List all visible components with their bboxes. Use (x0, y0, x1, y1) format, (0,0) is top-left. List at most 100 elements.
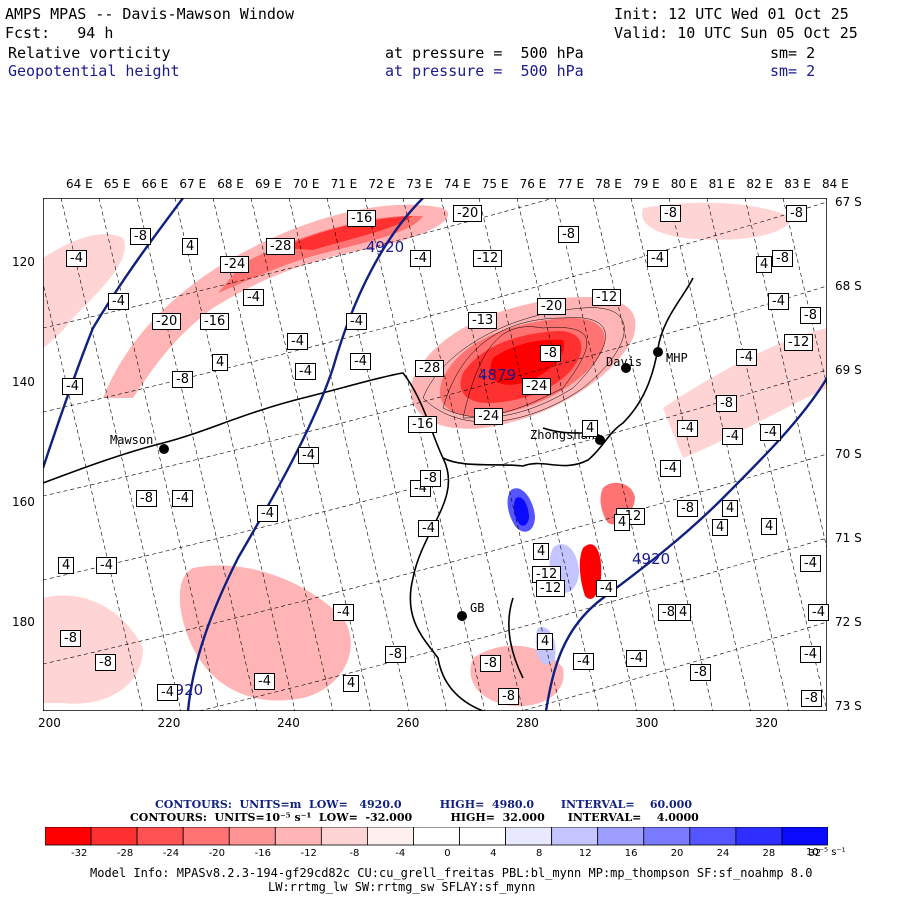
longitude-label: 67 E (179, 177, 207, 191)
x-tick-label: 300 (635, 716, 659, 730)
x-tick-label: 200 (38, 716, 61, 730)
vorticity-box-label: -28 (266, 238, 296, 255)
vorticity-box-label: 4 (58, 557, 75, 574)
vorticity-box-label: -4 (660, 460, 681, 477)
vorticity-box-label: -4 (418, 520, 439, 537)
vorticity-box-label: -4 (677, 420, 698, 437)
vorticity-box-label: -4 (157, 684, 178, 701)
vorticity-box-label: -4 (295, 363, 316, 380)
latitude-label: 68 S (835, 279, 862, 293)
colorbar-swatch (367, 827, 414, 846)
geopotential-height-contours (43, 198, 827, 711)
vorticity-box-label: 4 (343, 675, 360, 692)
vorticity-contour-info: CONTOURS: UNITS=10⁻⁵ s⁻¹ LOW= -32.000 HI… (130, 811, 699, 824)
colorbar-swatch (735, 827, 783, 846)
vorticity-box-label: -16 (347, 210, 377, 227)
vorticity-box-label: -12 (473, 250, 503, 267)
vorticity-box-label: -8 (558, 226, 579, 243)
vorticity-box-label: -8 (60, 630, 81, 647)
x-tick-label: 260 (396, 716, 420, 730)
y-tick-label: 140 (12, 375, 35, 389)
vorticity-box-label: -8 (660, 205, 681, 222)
colorbar-swatch (505, 827, 553, 846)
vorticity-box-label: -4 (243, 289, 264, 306)
longitude-label: 81 E (708, 177, 736, 191)
vorticity-box-label: -8 (420, 470, 441, 487)
vorticity-box-label: -8 (800, 307, 821, 324)
vorticity-box-label: -4 (768, 293, 789, 310)
vorticity-box-label: -8 (772, 250, 793, 267)
vorticity-box-label: -4 (800, 646, 821, 663)
vorticity-box-label: -4 (108, 293, 129, 310)
model-info-line1: Model Info: MPASv8.2.3-194-gf29cd82c CU:… (90, 866, 813, 880)
plot-title: AMPS MPAS -- Davis-Mawson Window (5, 5, 294, 23)
x-tick-label: 220 (157, 716, 181, 730)
colorbar-swatch (320, 827, 368, 846)
vorticity-box-label: -4 (410, 250, 431, 267)
colorbar-tick-label: -24 (162, 848, 180, 859)
height-label: 4879 (478, 366, 517, 384)
station-label-mhp: MHP (666, 351, 688, 365)
vorticity-box-label: -4 (573, 653, 594, 670)
vorticity-box-label: -4 (808, 604, 829, 621)
vorticity-box-label: -8 (95, 654, 116, 671)
longitude-label: 77 E (557, 177, 585, 191)
vorticity-box-label: -8 (690, 664, 711, 681)
longitude-label: 68 E (217, 177, 244, 191)
height-contour-info: CONTOURS: UNITS=m LOW= 4920.0 HIGH= 4980… (155, 798, 692, 811)
vorticity-box-label: -16 (408, 416, 438, 433)
height-label: 4920 (366, 238, 405, 256)
colorbar-swatch (781, 827, 828, 846)
vorticity-box-label: -8 (136, 490, 157, 507)
longitude-label: 83 E (784, 177, 811, 191)
colorbar-swatch (228, 827, 276, 846)
longitude-label: 75 E (481, 177, 509, 191)
field2-smoothing: sm= 2 (770, 62, 816, 80)
vorticity-box-label: -8 (130, 228, 151, 245)
vorticity-box-label: -12 (536, 580, 566, 597)
vorticity-box-label: -8 (716, 395, 737, 412)
colorbar-swatch (413, 827, 460, 846)
x-tick-label: 240 (277, 716, 300, 730)
vorticity-box-label: -20 (537, 298, 567, 315)
vorticity-box-label: -4 (647, 250, 668, 267)
longitude-label: 80 E (670, 177, 698, 191)
longitude-label: 73 E (406, 177, 433, 191)
longitude-label: 69 E (255, 177, 282, 191)
model-info-line2: LW:rrtmg_lw SW:rrtmg_sw SFLAY:sf_mynn (268, 880, 536, 894)
colorbar-swatch (274, 827, 322, 846)
colorbar-tick-label: 4 (490, 848, 497, 859)
longitude-label: 65 E (103, 177, 131, 191)
station-label-zhongshan: Zhongshan (530, 428, 596, 442)
vorticity-box-label: 4 (722, 500, 739, 517)
longitude-label: 74 E (444, 177, 471, 191)
vorticity-box-label: -4 (254, 673, 275, 690)
latitude-label: 70 S (835, 447, 862, 461)
vorticity-box-label: -4 (800, 555, 821, 572)
longitude-label: 71 E (330, 177, 358, 191)
vorticity-box-label: -4 (333, 604, 354, 621)
x-tick-label: 320 (755, 716, 778, 730)
colorbar-swatch (643, 827, 691, 846)
valid-time: Valid: 10 UTC Sun 05 Oct 25 (614, 24, 858, 42)
vorticity-map (43, 198, 827, 711)
colorbar-tick-label: 12 (578, 848, 592, 859)
colorbar-tick-label: -32 (71, 848, 88, 859)
field2-name: Geopotential height (8, 62, 180, 80)
colorbar (45, 827, 828, 846)
colorbar-tick-label: -4 (395, 848, 406, 859)
vorticity-box-label: -4 (298, 447, 319, 464)
x-tick-label: 280 (516, 716, 539, 730)
longitude-label: 79 E (633, 177, 660, 191)
init-time: Init: 12 UTC Wed 01 Oct 25 (614, 5, 849, 23)
vorticity-box-label: -16 (200, 313, 230, 330)
longitude-label: 82 E (746, 177, 774, 191)
station-label-mawson: Mawson (110, 433, 154, 447)
vorticity-box-label: -4 (66, 250, 87, 267)
colorbar-tick-label: 20 (670, 848, 684, 859)
colorbar-tick-label: -8 (349, 848, 360, 859)
vorticity-box-label: 4 (761, 518, 778, 535)
longitude-label: 72 E (368, 177, 396, 191)
vorticity-box-label: -4 (626, 650, 647, 667)
colorbar-tick-label: 32 (808, 848, 822, 859)
